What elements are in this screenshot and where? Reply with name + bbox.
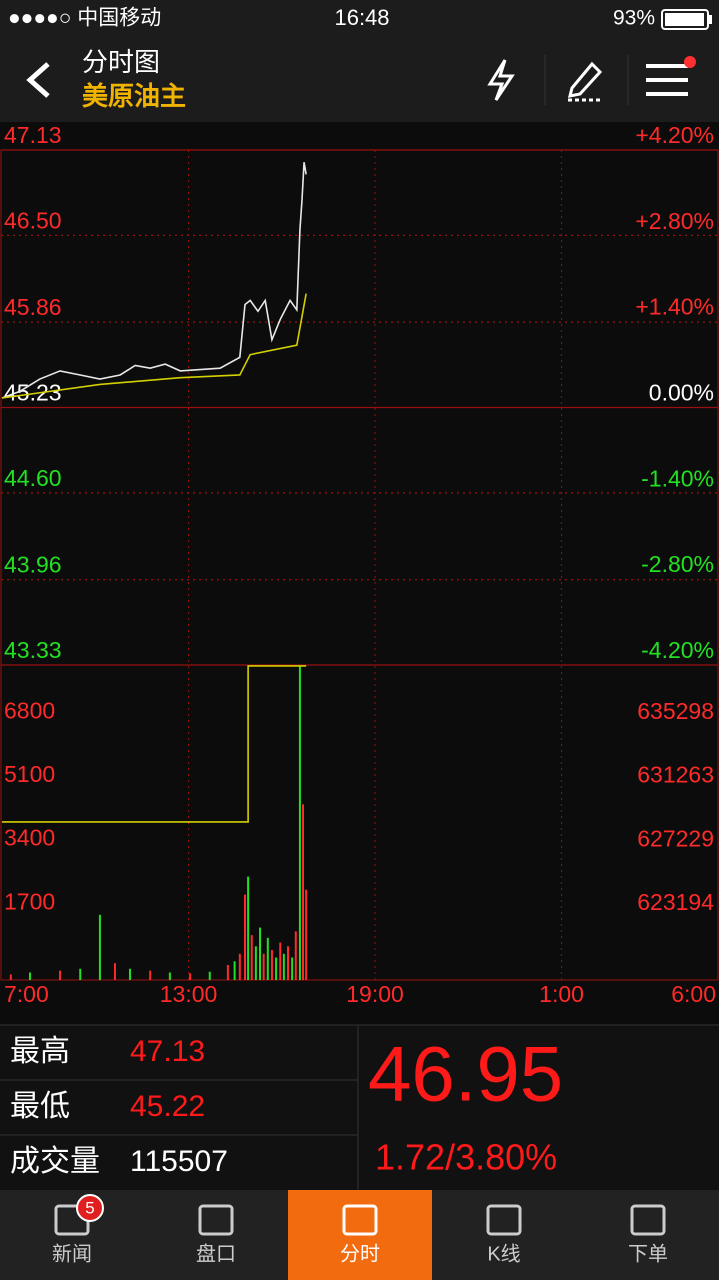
volume-bar [98,914,101,980]
y-tick-label: 47.13 [4,122,62,148]
volume-bar [208,971,211,980]
volume-bar [113,963,116,980]
open-interest-tick-label: 627229 [637,825,714,851]
x-tick-label: 6:00 [671,981,716,1007]
y2-tick-label: 0.00% [649,380,714,406]
volume-tick-label: 6800 [4,697,55,723]
tab-icon[interactable] [630,1204,666,1236]
back-button[interactable] [26,62,50,98]
volume-tick-label: 3400 [4,825,55,851]
tab-label[interactable]: 下单 [628,1242,668,1265]
volume-tick-label: 5100 [4,761,55,787]
open-interest-tick-label: 635298 [637,698,714,724]
last-price: 46.95 [368,1030,563,1118]
summary-value: 47.13 [130,1035,205,1068]
volume-bar [243,894,246,980]
chart-area: 47.1346.5045.8645.2344.6043.9643.33+4.20… [0,122,719,1007]
y-tick-label: 45.86 [4,294,62,320]
volume-tick-label: 1700 [4,888,55,914]
tab-label[interactable]: 盘口 [196,1242,236,1265]
carrier: ●●●●○ 中国移动 [8,7,161,30]
volume-bar [294,931,297,980]
volume-bar [168,972,171,980]
volume-bar [298,665,301,980]
y2-tick-label: +2.80% [635,208,714,234]
summary-panel [0,1024,719,1190]
summary-label: 成交量 [10,1145,100,1178]
volume-bar [270,950,273,980]
y-tick-label: 44.60 [4,465,62,491]
tab-label[interactable]: 新闻 [52,1242,92,1265]
x-tick-label: 1:00 [539,981,584,1007]
volume-bar [302,804,305,980]
price-change: 1.72/3.80% [375,1137,557,1178]
volume-bar [28,972,31,980]
volume-bar [128,968,131,980]
x-tick-label: 13:00 [160,981,218,1007]
chart-bg [0,122,719,1025]
volume-bar [238,953,241,980]
flash-button[interactable] [487,59,515,101]
volume-bar [291,957,294,980]
y-tick-label: 46.50 [4,207,62,233]
y-tick-label: 43.33 [4,637,62,663]
open-interest-tick-label: 623194 [637,889,714,915]
y2-tick-label: -2.80% [641,551,714,577]
tab-label[interactable]: K线 [487,1242,520,1265]
volume-bar [149,970,152,980]
price-line [2,665,307,823]
volume-bar [233,961,236,980]
clock: 16:48 [334,5,389,30]
volume-bar [189,973,192,980]
volume-bar [226,965,229,980]
tab-label[interactable]: 分时 [340,1242,380,1265]
y2-tick-label: +1.40% [635,294,714,320]
volume-bar [250,935,253,980]
volume-bar [259,927,262,980]
volume-bar [9,974,12,980]
summary-label: 最高 [10,1035,70,1068]
x-tick-label: 7:00 [4,981,49,1007]
top-bar [0,0,719,122]
price-line [1,293,307,399]
volume-bar [254,946,257,980]
battery-percent: 93% [613,7,655,30]
volume-bar [266,937,269,980]
y2-tick-label: -1.40% [641,465,714,491]
volume-bar [287,946,289,980]
summary-value: 45.22 [130,1090,205,1123]
tab-icon[interactable] [198,1204,234,1236]
edit-button[interactable] [567,61,603,102]
volume-bar [279,942,282,980]
volume-bar [275,957,278,980]
volume-bar [59,970,62,980]
summary-rows: 最高 47.13 最低 45.22 成交量 115507 [10,1035,228,1178]
tabs: 新闻 5 盘口 分时 K线 下单 [52,1190,668,1280]
battery-icon [661,9,712,30]
page-title: 分时图 [82,47,160,77]
summary-value: 115507 [130,1145,228,1178]
volume-bar [247,876,250,980]
tab-icon[interactable] [486,1204,522,1236]
volume-bar [262,953,265,980]
instrument-name: 美原油主 [82,81,186,111]
open-interest-tick-label: 631263 [637,762,714,788]
volume-bar [282,953,285,980]
y-tick-label: 43.96 [4,552,62,578]
volume-bar [79,968,82,980]
menu-button[interactable] [646,56,696,96]
summary-label: 最低 [10,1090,70,1123]
price-line [1,162,307,399]
tab-icon[interactable] [342,1204,378,1236]
x-tick-label: 19:00 [346,981,404,1007]
tab-badge-count: 5 [85,1198,94,1217]
y2-tick-label: +4.20% [635,122,714,148]
tab-badge [76,1194,104,1222]
volume-bar [305,889,308,980]
y2-tick-label: -4.20% [641,637,714,663]
